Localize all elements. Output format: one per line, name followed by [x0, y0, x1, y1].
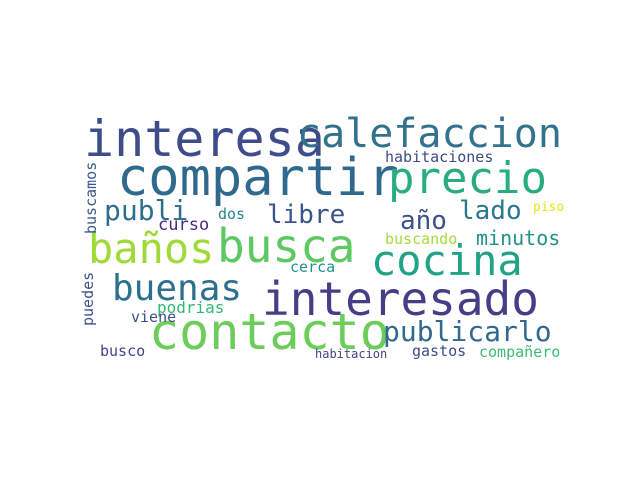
- word-lado: lado: [459, 196, 522, 226]
- word-podrias: podrias: [157, 298, 225, 317]
- word-busco: busco: [100, 342, 146, 360]
- word-puedes: puedes: [79, 271, 97, 326]
- word-dos: dos: [218, 205, 246, 223]
- word-precio: precio: [388, 153, 547, 204]
- word-buscamos: buscamos: [82, 161, 100, 234]
- word-publi: publi: [104, 194, 189, 227]
- word-companero: compañero: [479, 343, 561, 361]
- word-piso: piso: [533, 200, 565, 215]
- word-cerca: cerca: [290, 258, 336, 276]
- word-interesado: interesado: [262, 272, 539, 326]
- word-libre: libre: [267, 200, 346, 230]
- word-viene: viene: [131, 308, 177, 326]
- word-contacto: contacto: [149, 303, 390, 361]
- word-gastos: gastos: [412, 342, 467, 360]
- word-compartir: compartir: [117, 148, 399, 208]
- word-cocina: cocina: [371, 236, 523, 285]
- word-ano: año: [400, 206, 447, 236]
- word-banos: baños: [88, 224, 215, 273]
- word-calefaccion: calefaccion: [297, 111, 562, 157]
- word-curso: curso: [158, 215, 210, 235]
- word-busca: busca: [217, 219, 356, 273]
- word-habitacion: habitacion: [315, 347, 388, 361]
- word-buenas: buenas: [112, 268, 243, 309]
- word-interesa: interesa: [84, 110, 325, 168]
- word-publicarlo: publicarlo: [383, 315, 552, 348]
- word-buscando: buscando: [385, 230, 458, 248]
- word-habitaciones: habitaciones: [385, 148, 494, 166]
- word-minutos: minutos: [476, 226, 561, 250]
